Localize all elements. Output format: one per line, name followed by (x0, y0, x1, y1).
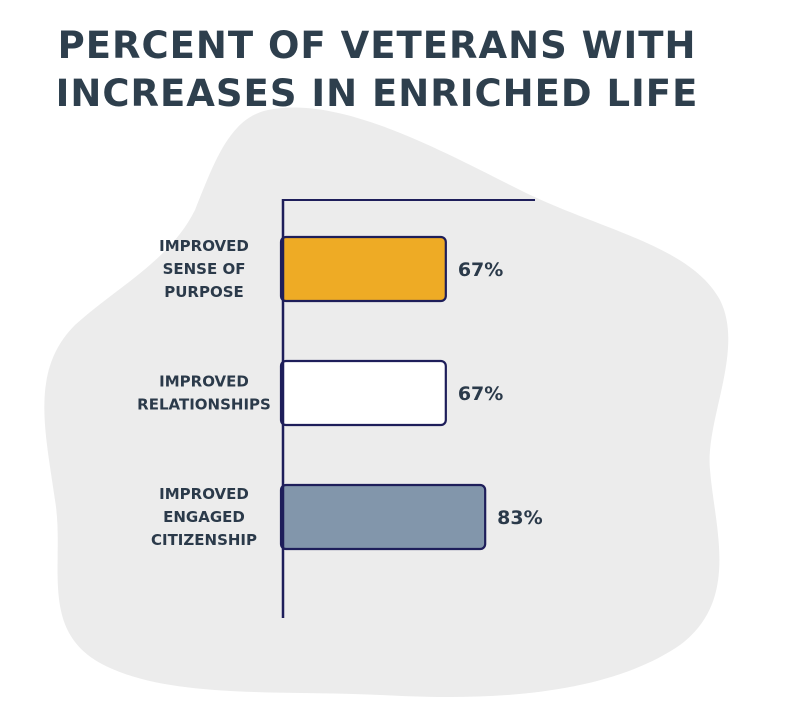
bar-3 (279, 483, 487, 551)
chart-title-line-2: INCREASES IN ENRICHED LIFE (56, 72, 699, 115)
value-label-1: 67% (458, 259, 503, 281)
value-label-2: 67% (458, 383, 503, 405)
category-label-3-line-3: CITIZENSHIP (151, 531, 257, 549)
category-label-3-line-1: IMPROVED (159, 485, 249, 503)
bar-1 (279, 235, 447, 303)
bar-2 (279, 359, 447, 427)
category-label-2-line-1: IMPROVED (159, 373, 249, 391)
value-label-3: 83% (497, 507, 542, 529)
bars-layer (279, 235, 487, 551)
category-label-1-line-2: SENSE OF (163, 260, 246, 278)
category-label-3-line-2: ENGAGED (163, 508, 245, 526)
category-label-2-line-2: RELATIONSHIPS (137, 396, 271, 414)
chart-title-line-1: PERCENT OF VETERANS WITH (58, 24, 697, 67)
category-label-1-line-3: PURPOSE (164, 283, 244, 301)
labels-layer: 67% IMPROVED SENSE OF PURPOSE 67% IMPROVED REL… (137, 237, 542, 549)
category-label-1-line-1: IMPROVED (159, 237, 249, 255)
